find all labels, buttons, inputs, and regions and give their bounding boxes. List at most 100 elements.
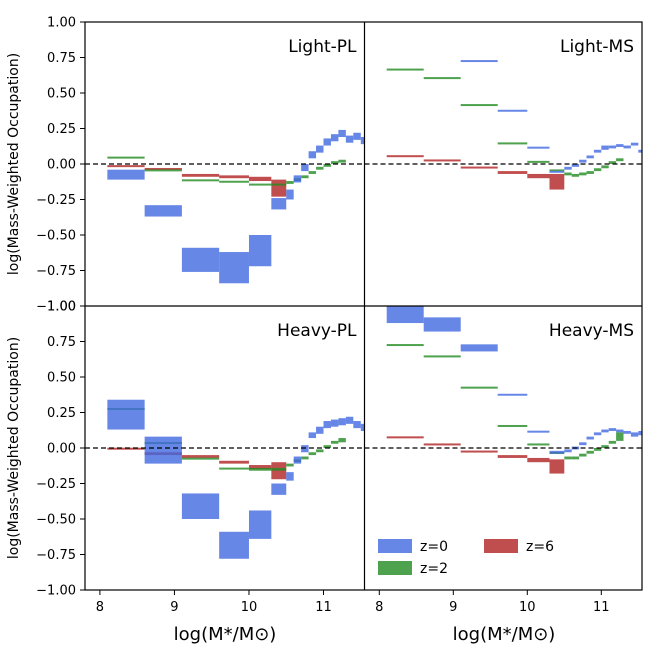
legend-swatch-z6: [484, 539, 518, 553]
box-z0-1: [423, 317, 461, 332]
box-z0-16: [360, 137, 365, 145]
box-z2-2: [181, 179, 220, 182]
box-z2-12: [608, 161, 617, 164]
box-z0-10: [316, 426, 324, 434]
box-z0-8: [593, 149, 602, 153]
box-z0-4: [248, 235, 272, 267]
y-tick-label: 0.25: [47, 406, 76, 421]
box-z0-14: [345, 135, 354, 143]
box-z2-1: [423, 77, 461, 80]
box-z6-5: [271, 179, 287, 197]
box-z2-6: [564, 456, 572, 460]
box-z6-2: [181, 455, 220, 458]
box-z0-2: [181, 493, 220, 519]
x-tick-label: 11: [315, 600, 332, 615]
box-z0-0: [107, 169, 145, 180]
box-z2-13: [616, 432, 624, 441]
y-tick-label: −0.75: [36, 264, 76, 279]
box-z2-11: [601, 445, 609, 448]
box-z0-6: [286, 472, 294, 481]
y-tick-label: −0.75: [36, 548, 76, 563]
box-z2-4: [248, 467, 272, 471]
box-z0-16: [360, 423, 365, 431]
box-z0-8: [301, 164, 309, 172]
box-z2-9: [586, 450, 594, 454]
y-tick-label: −0.50: [36, 513, 76, 528]
box-z2-12: [330, 161, 339, 164]
box-z0-10: [316, 145, 324, 153]
box-z0-5: [571, 164, 580, 167]
box-z6-0: [107, 447, 145, 450]
box-z6-4: [527, 457, 550, 463]
box-z0-4: [564, 166, 572, 170]
panel-light-pl: Light-PL: [85, 37, 365, 284]
box-z2-13: [338, 159, 346, 163]
box-z0-8: [579, 442, 587, 446]
box-z6-1: [423, 159, 461, 162]
legend-label-z2: z=2: [420, 561, 448, 577]
box-z2-7: [571, 456, 580, 460]
box-z2-8: [301, 175, 309, 179]
box-z2-3: [219, 467, 249, 470]
box-z6-4: [248, 465, 272, 470]
box-z2-10: [593, 448, 602, 451]
box-z2-4: [248, 183, 272, 186]
panel-title: Heavy-PL: [277, 321, 357, 341]
box-z6-3: [497, 455, 528, 458]
panel-title: Light-MS: [560, 37, 634, 57]
box-z0-3: [549, 170, 565, 173]
legend-label-z6: z=6: [526, 539, 554, 555]
box-z2-10: [316, 449, 324, 453]
box-z0-3: [219, 531, 249, 559]
box-z6-0: [386, 155, 424, 158]
box-z6-0: [107, 165, 145, 168]
y-tick-label: 0.25: [47, 122, 76, 137]
box-z6-3: [497, 171, 528, 174]
box-z6-1: [144, 167, 182, 170]
box-z0-14: [638, 149, 642, 153]
box-z2-3: [497, 142, 528, 145]
box-z2-2: [460, 104, 498, 107]
box-z0-9: [601, 145, 609, 150]
box-z2-11: [323, 164, 331, 167]
box-z0-3: [219, 252, 249, 284]
box-z0-15: [353, 132, 361, 140]
y-tick-label: 0.75: [47, 51, 76, 66]
box-z2-11: [323, 445, 331, 448]
box-z6-5: [549, 173, 565, 190]
x-axis-label-left: log(M*/M⊙): [174, 624, 277, 645]
box-z0-6: [286, 189, 294, 200]
y-tick-label: 0.00: [47, 442, 76, 457]
y-axis-label-bottom: log(Mass-Weighted Occupation): [6, 337, 22, 559]
box-z2-4: [527, 160, 550, 163]
box-z0-5: [549, 450, 565, 454]
box-z0-8: [301, 445, 309, 453]
box-z6-1: [423, 443, 461, 446]
panel-title: Heavy-MS: [549, 321, 634, 341]
box-z0-4: [527, 430, 550, 433]
box-z6-5: [549, 459, 565, 474]
box-z0-11: [323, 138, 331, 146]
box-z0-15: [630, 432, 639, 437]
box-z2-9: [308, 171, 317, 174]
box-z0-11: [323, 421, 331, 429]
box-z0-16: [638, 430, 642, 436]
box-z0-9: [586, 436, 594, 440]
box-z2-12: [330, 440, 339, 444]
x-axis-label-right: log(M*/M⊙): [453, 624, 556, 645]
x-tick-label: 8: [96, 600, 104, 615]
box-z2-8: [301, 456, 309, 460]
box-z6-2: [460, 166, 498, 169]
box-z0-9: [308, 151, 317, 159]
y-tick-label: 1.00: [47, 300, 76, 315]
panel-heavy-pl: Heavy-PL: [85, 321, 365, 559]
box-z0-15: [353, 421, 361, 429]
box-z2-13: [616, 158, 624, 162]
box-z0-4: [248, 510, 272, 539]
panel-light-ms: Light-MS: [364, 37, 642, 190]
box-z0-0: [386, 306, 424, 324]
box-z2-10: [316, 166, 324, 170]
box-z6-2: [181, 173, 220, 177]
y-tick-label: 0.75: [47, 335, 76, 350]
